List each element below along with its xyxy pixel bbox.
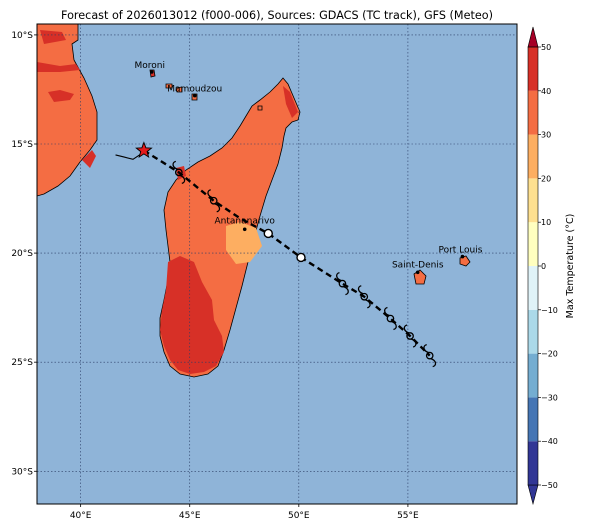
cyclone-symbol-icon bbox=[384, 306, 397, 331]
colorbar-label: Max Temperature (°C) bbox=[565, 214, 576, 319]
city-dot bbox=[192, 93, 197, 98]
longitude-axis: 40°E 45°E 50°E 55°E bbox=[70, 504, 419, 521]
map-title: Forecast of 2026013012 (f000-006), Sourc… bbox=[61, 9, 493, 22]
colorbar-tick-label: 0 bbox=[541, 262, 546, 271]
cyclone-arm-lower bbox=[430, 358, 437, 368]
colorbar-tick-label: −40 bbox=[541, 437, 558, 446]
city-markers: Moroni Mamoudzou Antananarivo Saint-Denis Po… bbox=[135, 61, 483, 275]
colorbar-tick-label: −50 bbox=[541, 481, 558, 490]
cyclone-symbol-icon bbox=[207, 189, 221, 213]
city-dot bbox=[415, 270, 420, 275]
track-position-marker bbox=[263, 228, 273, 239]
colorbar-band bbox=[528, 309, 538, 354]
lon-tick-label: 55°E bbox=[397, 511, 419, 521]
cyclone-symbol-icon bbox=[423, 344, 437, 368]
cyclone-arm-upper bbox=[357, 285, 364, 295]
cyclone-track bbox=[115, 141, 437, 368]
lat-lon-grid bbox=[37, 24, 517, 504]
cyclone-arm-lower bbox=[343, 286, 349, 296]
city-dot bbox=[242, 227, 247, 232]
hot-zone-africa-north bbox=[40, 30, 66, 44]
lat-tick-label: 20°S bbox=[11, 249, 33, 259]
track-position-marker bbox=[296, 252, 306, 263]
lat-tick-label: 10°S bbox=[11, 31, 33, 41]
colorbar-band bbox=[528, 47, 538, 91]
city-label: Mamoudzou bbox=[167, 85, 222, 95]
colorbar-band bbox=[528, 353, 538, 398]
colorbar-band bbox=[528, 90, 538, 135]
colorbar-band bbox=[528, 397, 538, 442]
city-dot bbox=[149, 70, 154, 74]
colorbar-tick-label: 50 bbox=[541, 43, 551, 52]
hot-zone-africa-inland bbox=[48, 90, 74, 102]
colorbar-band bbox=[528, 178, 538, 223]
map-area: Moroni Mamoudzou Antananarivo Saint-Denis Po… bbox=[37, 24, 517, 504]
colorbar-extend-low bbox=[527, 484, 539, 506]
hot-zone-madagascar-south bbox=[160, 256, 224, 374]
island-mauritius bbox=[459, 255, 471, 267]
cyclone-arm-upper bbox=[403, 324, 410, 334]
colorbar-tick-label: −10 bbox=[541, 306, 558, 315]
lon-tick-label: 50°E bbox=[288, 511, 310, 521]
colorbar-band bbox=[528, 222, 538, 266]
colorbar-band bbox=[528, 134, 538, 179]
colorbar: 50 40 30 20 10 0 −10 −20 −30 −40 −50 bbox=[527, 26, 558, 506]
lat-tick-label: 15°S bbox=[11, 140, 33, 150]
city-dot bbox=[460, 254, 465, 259]
city-label: Port Louis bbox=[438, 246, 482, 256]
cyclone-eye bbox=[209, 196, 218, 205]
cyclone-arm-lower bbox=[214, 203, 221, 213]
lat-tick-label: 30°S bbox=[11, 467, 33, 477]
island-small bbox=[257, 105, 263, 111]
colorbar-tick-label: 20 bbox=[541, 174, 551, 183]
cyclone-eye bbox=[386, 314, 395, 323]
hot-zone-madagascar-north bbox=[283, 86, 298, 118]
cyclone-arm-lower bbox=[179, 174, 186, 184]
colorbar-tick-label: 30 bbox=[541, 131, 551, 140]
cyclone-symbol-icon bbox=[403, 324, 417, 348]
cyclone-eye bbox=[174, 168, 183, 177]
colorbar-tick-label: −20 bbox=[541, 350, 558, 359]
city-label: Antananarivo bbox=[215, 216, 276, 226]
island-moheli bbox=[165, 83, 173, 89]
cyclone-eye bbox=[360, 292, 369, 301]
colorbar-tick-label: 40 bbox=[541, 87, 551, 96]
colorbar-band bbox=[528, 266, 538, 310]
cyclone-eye bbox=[425, 351, 434, 360]
hot-zone-africa-coast bbox=[82, 150, 96, 168]
hot-zone-africa-band bbox=[37, 62, 80, 72]
cyclone-arm-upper bbox=[423, 344, 429, 354]
cyclone-symbol-icon bbox=[172, 160, 186, 184]
mild-zone-madagascar-highlands bbox=[226, 222, 262, 264]
cyclone-eye bbox=[406, 332, 414, 340]
island-anjouan bbox=[175, 86, 183, 93]
colorbar-tick-label: −30 bbox=[541, 393, 558, 402]
cyclone-arm-upper bbox=[384, 306, 390, 317]
lon-tick-label: 40°E bbox=[70, 511, 92, 521]
colorbar-extend-high bbox=[527, 26, 539, 48]
city-label: Saint-Denis bbox=[392, 260, 444, 270]
lat-tick-label: 25°S bbox=[11, 358, 33, 368]
lon-tick-label: 45°E bbox=[179, 511, 201, 521]
cyclone-symbol-icon bbox=[336, 272, 349, 296]
cyclone-arm-upper bbox=[336, 272, 342, 282]
cyclone-arm-lower bbox=[410, 338, 417, 348]
cyclone-arm-lower bbox=[365, 299, 371, 309]
cyclone-symbol-icon bbox=[357, 285, 371, 309]
current-position-star-icon bbox=[135, 141, 153, 159]
colorbar-band bbox=[528, 441, 538, 485]
latitude-axis: 10°S 15°S 20°S 25°S 30°S bbox=[11, 31, 37, 477]
cyclone-eye bbox=[338, 279, 347, 288]
city-label: Moroni bbox=[135, 61, 166, 71]
cyclone-arm-upper bbox=[207, 189, 213, 199]
colorbar-tick-label: 10 bbox=[541, 218, 551, 227]
map-frame bbox=[36, 23, 518, 505]
cyclone-arm-upper bbox=[172, 160, 179, 170]
cyclone-arm-lower bbox=[391, 320, 397, 331]
